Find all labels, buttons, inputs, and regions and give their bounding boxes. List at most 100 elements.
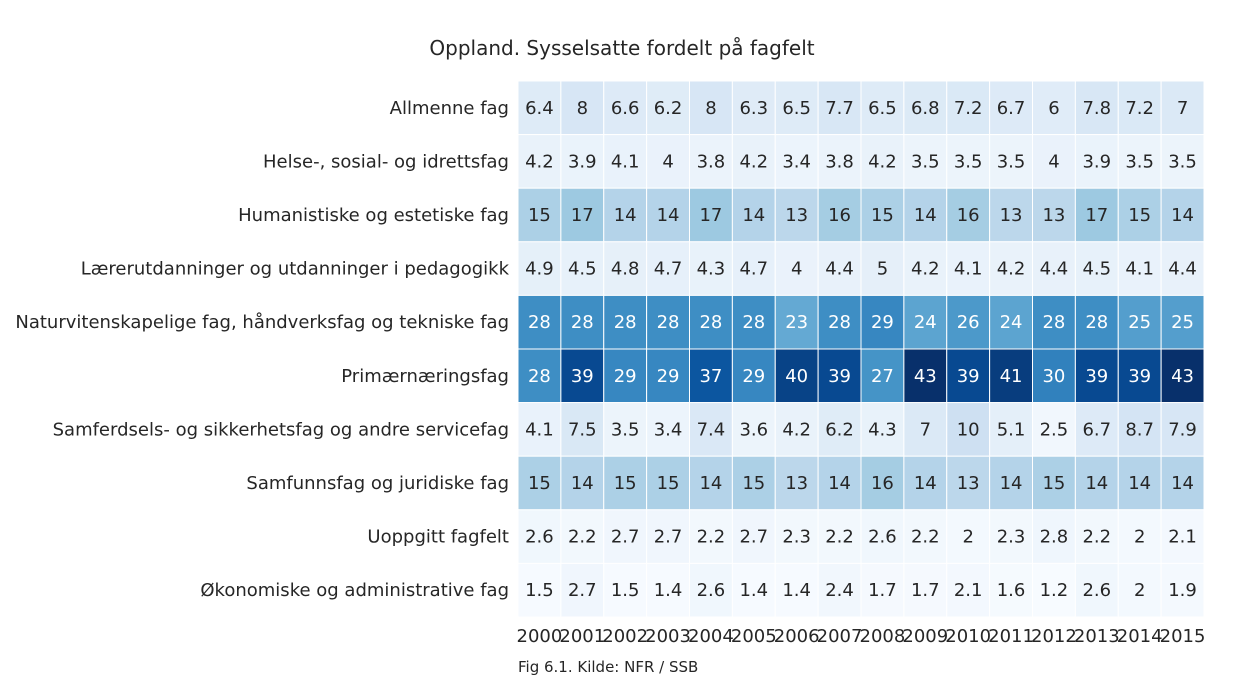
cell-value-label: 6.4 [525,98,554,119]
heatmap-cell [646,509,690,564]
cell-value-label: 14 [1085,473,1108,494]
heatmap-cell [1074,80,1119,136]
cell-value-label: 14 [571,473,594,494]
cell-value-label: 2.4 [825,580,854,601]
heatmap-cell [646,455,690,511]
cell-value-label: 7.4 [697,419,726,440]
heatmap-cell [560,402,605,457]
cell-value-label: 14 [1171,205,1194,226]
cell-value-label: 6.2 [654,98,683,119]
row-label: Samferdsels- og sikkerhetsfag og andre s… [53,419,509,440]
cell-value-label: 39 [1128,366,1151,387]
column-label: 2004 [688,626,734,647]
heatmap-cell [1160,80,1205,136]
heatmap-cell [731,80,776,136]
heatmap-cell [560,294,605,350]
cell-value-label: 39 [957,366,980,387]
heatmap-cell [1160,348,1205,404]
heatmap-cell [817,402,862,457]
cell-value-label: 4.1 [954,259,983,280]
heatmap-cell [517,562,562,618]
heatmap-cell [1160,455,1205,511]
cell-value-label: 3.5 [911,151,940,172]
cell-value-label: 4.8 [611,259,640,280]
cell-value-label: 28 [828,312,851,333]
cell-value-label: 3.5 [611,419,640,440]
column-label: 2012 [1031,626,1077,647]
cell-value-label: 15 [657,473,680,494]
cell-value-label: 41 [1000,366,1023,387]
heatmap-cell [646,348,690,404]
row-label: Primærnæringsfag [341,366,509,387]
column-label: 2006 [774,626,820,647]
cell-value-label: 1.7 [868,580,897,601]
cell-value-label: 25 [1171,312,1194,333]
heatmap-cell [774,187,819,243]
heatmap-cell [1074,294,1119,350]
row-label: Naturvitenskapelige fag, håndverksfag og… [15,312,509,333]
column-label: 2013 [1074,626,1120,647]
cell-value-label: 7.2 [954,98,983,119]
cell-value-label: 5 [877,259,888,280]
heatmap-cell [946,134,991,189]
row-label: Helse-, sosial- og idrettsfag [263,151,509,172]
cell-value-label: 6.5 [782,98,811,119]
cell-value-label: 6.6 [611,98,640,119]
heatmap-cell [603,294,648,350]
cell-value-label: 6.7 [997,98,1026,119]
heatmap-cell [1117,187,1162,243]
cell-value-label: 3.4 [654,419,683,440]
heatmap-cell [517,348,562,404]
heatmap-cell [817,241,862,296]
cell-value-label: 3.8 [697,151,726,172]
cell-value-label: 2 [962,527,973,548]
cell-value-label: 4.3 [868,419,897,440]
heatmap-cell [1074,509,1119,564]
heatmap-cell [731,509,776,564]
cell-value-label: 5.1 [997,419,1026,440]
heatmap-cell [1117,509,1162,564]
cell-value-label: 28 [657,312,680,333]
heatmap-cell [1117,455,1162,511]
cell-value-label: 17 [1085,205,1108,226]
heatmap-cell [946,294,991,350]
row-label: Samfunnsfag og juridiske fag [246,473,509,494]
cell-value-label: 37 [699,366,722,387]
cell-value-label: 4.1 [525,419,554,440]
cell-value-label: 14 [1171,473,1194,494]
heatmap-cell [560,241,605,296]
column-label: 2002 [602,626,648,647]
cell-value-label: 8 [705,98,716,119]
cell-value-label: 29 [657,366,680,387]
heatmap-cell [860,294,905,350]
column-label: 2005 [731,626,777,647]
heatmap-cell [1032,187,1076,243]
cell-value-label: 3.8 [825,151,854,172]
cell-value-label: 4.2 [739,151,768,172]
heatmap-cell [1032,562,1076,618]
cell-value-label: 25 [1128,312,1151,333]
cell-value-label: 10 [957,419,980,440]
heatmap-cell [1117,134,1162,189]
cell-value-label: 7.2 [1125,98,1154,119]
cell-value-label: 13 [1042,205,1065,226]
cell-value-label: 2.2 [1082,527,1111,548]
heatmap-cell [946,348,991,404]
row-labels: Allmenne fag Helse-, sosial- og idrettsfa… [15,98,509,601]
column-labels: 2000200120022003200420052006200720082009… [517,626,1206,647]
heatmap-cell [946,562,991,618]
row-label: Humanistiske og estetiske fag [238,205,509,226]
heatmap-cell [817,455,862,511]
cell-value-label: 17 [571,205,594,226]
heatmap-cell [646,187,690,243]
cell-value-label: 30 [1042,366,1065,387]
heatmap-cell [603,509,648,564]
heatmap-cell [989,562,1033,618]
cell-value-label: 15 [528,473,551,494]
column-label: 2011 [988,626,1034,647]
heatmap-cell [946,402,991,457]
heatmap-cell [860,402,905,457]
heatmap-cell [689,241,733,296]
heatmap-cell [860,455,905,511]
